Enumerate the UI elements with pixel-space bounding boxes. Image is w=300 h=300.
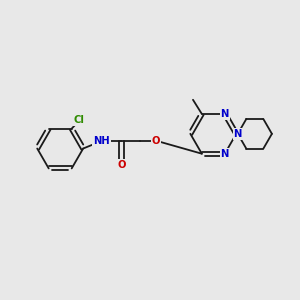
Text: Cl: Cl xyxy=(74,116,85,125)
Text: N: N xyxy=(234,129,242,139)
Text: N: N xyxy=(220,149,229,159)
Text: O: O xyxy=(117,160,126,170)
Text: O: O xyxy=(152,136,160,146)
Text: N: N xyxy=(220,149,229,159)
Text: O: O xyxy=(117,160,126,170)
Text: Cl: Cl xyxy=(74,116,85,125)
Text: N: N xyxy=(234,129,242,139)
Text: O: O xyxy=(152,136,160,146)
Text: NH: NH xyxy=(93,136,110,146)
Text: N: N xyxy=(220,109,229,119)
Text: N: N xyxy=(220,109,229,119)
